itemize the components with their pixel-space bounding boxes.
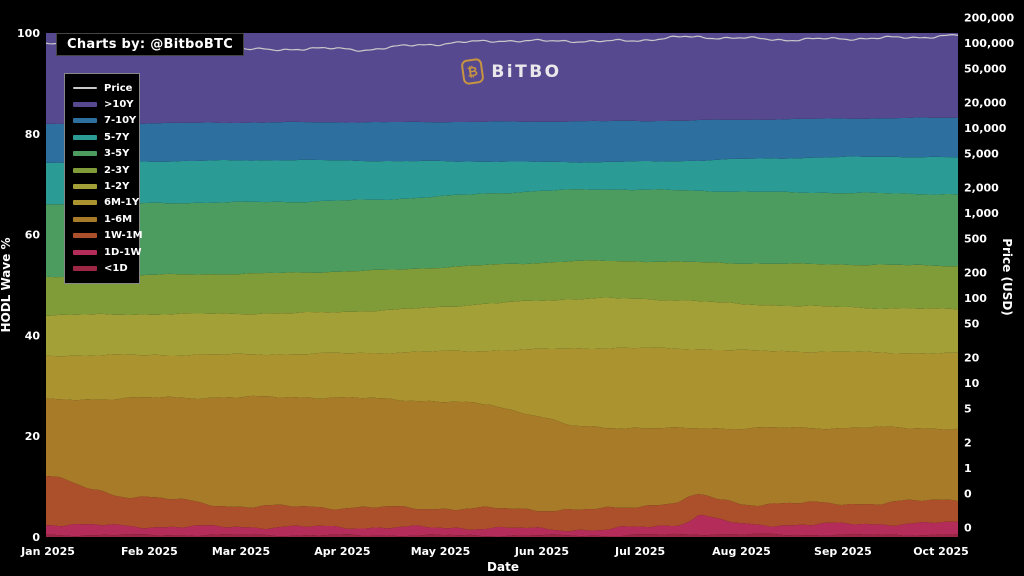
legend-item-label: 1W-1M: [104, 230, 143, 242]
legend-item-price: Price: [73, 80, 133, 96]
left-axis-tick: 20: [25, 430, 41, 443]
legend-item-label: >10Y: [104, 99, 134, 111]
right-axis-tick: 50: [964, 318, 980, 331]
legend-item-label: 1-2Y: [104, 181, 130, 193]
charts-by-badge: Charts by: @BitboBTC: [56, 33, 245, 56]
right-axis-tick: 5,000: [964, 148, 999, 161]
legend-item--1d: <1D: [73, 260, 131, 276]
left-axis-tick: 80: [25, 128, 41, 141]
x-axis-tick: Sep 2025: [814, 545, 872, 558]
right-axis-tick: 2,000: [964, 181, 999, 194]
x-axis-tick: May 2025: [411, 545, 471, 558]
right-axis-tick: 1: [964, 462, 972, 475]
right-axis-tick: 2: [964, 436, 972, 449]
band-color-swatch: [73, 249, 97, 255]
right-axis-tick: 200,000: [964, 11, 1014, 24]
left-axis-tick: 60: [25, 229, 41, 242]
right-axis-tick: 20: [964, 351, 980, 364]
band--10y: [46, 33, 958, 124]
band--1d: [46, 533, 958, 537]
legend-item-label: 1D-1W: [104, 246, 142, 258]
band-1d-1w: [46, 514, 958, 537]
x-axis-tick: Apr 2025: [314, 545, 370, 558]
band-2-3y: [46, 260, 958, 316]
legend-item-1-6m: 1-6M: [73, 211, 133, 227]
legend-item-label: 3-5Y: [104, 148, 130, 160]
right-axis-tick: 0: [964, 521, 972, 534]
chart-legend: Price >10Y 7-10Y 5-7Y 3-5Y 2-3Y 1-2Y 6M-1Y 1-6M 1…: [64, 73, 143, 284]
band-5-7y: [46, 156, 958, 205]
legend-item-6m-1y: 6M-1Y: [73, 195, 139, 211]
legend-item-label: <1D: [104, 262, 128, 274]
legend-item--10y: >10Y: [73, 96, 134, 112]
right-axis-tick: 1,000: [964, 207, 999, 220]
left-axis-tick: 100: [17, 27, 40, 40]
legend-item-label: 2-3Y: [104, 164, 130, 176]
right-axis-tick: 50,000: [964, 63, 1007, 76]
x-axis-tick: Jun 2025: [514, 545, 569, 558]
price-line-swatch: [73, 87, 97, 90]
x-axis-tick: Mar 2025: [212, 545, 270, 558]
right-axis-tick: 10: [964, 377, 980, 390]
legend-item-1d-1w: 1D-1W: [73, 244, 142, 260]
right-axis-tick: 200: [964, 266, 987, 279]
band-color-swatch: [73, 184, 97, 190]
band-color-swatch: [73, 151, 97, 157]
band-3-5y: [46, 189, 958, 278]
legend-item-7-10y: 7-10Y: [73, 113, 136, 129]
x-axis-tick: Jul 2025: [614, 545, 665, 558]
right-axis-tick: 0: [964, 488, 972, 501]
band-color-swatch: [73, 265, 97, 271]
right-axis-tick: 100: [964, 292, 987, 305]
legend-item-label: 5-7Y: [104, 131, 130, 143]
legend-item-2-3y: 2-3Y: [73, 162, 131, 178]
band-color-swatch: [73, 216, 97, 222]
band-6m-1y: [46, 347, 958, 430]
band-color-swatch: [73, 102, 97, 108]
x-axis-tick: Feb 2025: [121, 545, 178, 558]
right-axis-tick: 20,000: [964, 96, 1007, 109]
legend-item-label: 1-6M: [104, 213, 133, 225]
legend-item-1-2y: 1-2Y: [73, 178, 131, 194]
band-color-swatch: [73, 118, 97, 124]
right-axis-tick: 10,000: [964, 122, 1007, 135]
band-color-swatch: [73, 134, 97, 140]
legend-item-label: 6M-1Y: [104, 197, 140, 209]
right-axis-tick: 500: [964, 233, 987, 246]
band-1-2y: [46, 297, 958, 357]
legend-item-5-7y: 5-7Y: [73, 129, 131, 145]
band-1w-1m: [46, 476, 958, 532]
band-color-swatch: [73, 167, 97, 173]
band-1-6m: [46, 395, 958, 512]
legend-item-label: 7-10Y: [104, 115, 137, 127]
x-axis-tick: Aug 2025: [712, 545, 771, 558]
left-axis-tick: 0: [32, 531, 40, 544]
band-color-swatch: [73, 233, 97, 239]
right-axis-tick: 100,000: [964, 37, 1014, 50]
right-axis-title: Price (USD): [1000, 238, 1014, 316]
x-axis-tick: Jan 2025: [20, 545, 75, 558]
legend-item-1w-1m: 1W-1M: [73, 228, 143, 244]
left-axis-title: HODL Wave %: [0, 237, 13, 332]
left-axis-tick: 40: [25, 329, 41, 342]
x-axis-tick: Oct 2025: [913, 545, 969, 558]
band-7-10y: [46, 117, 958, 163]
x-axis-title: Date: [487, 560, 519, 574]
legend-item-3-5y: 3-5Y: [73, 146, 131, 162]
band-color-swatch: [73, 200, 97, 206]
right-axis-tick: 5: [964, 403, 972, 416]
legend-item-label: Price: [104, 82, 133, 94]
